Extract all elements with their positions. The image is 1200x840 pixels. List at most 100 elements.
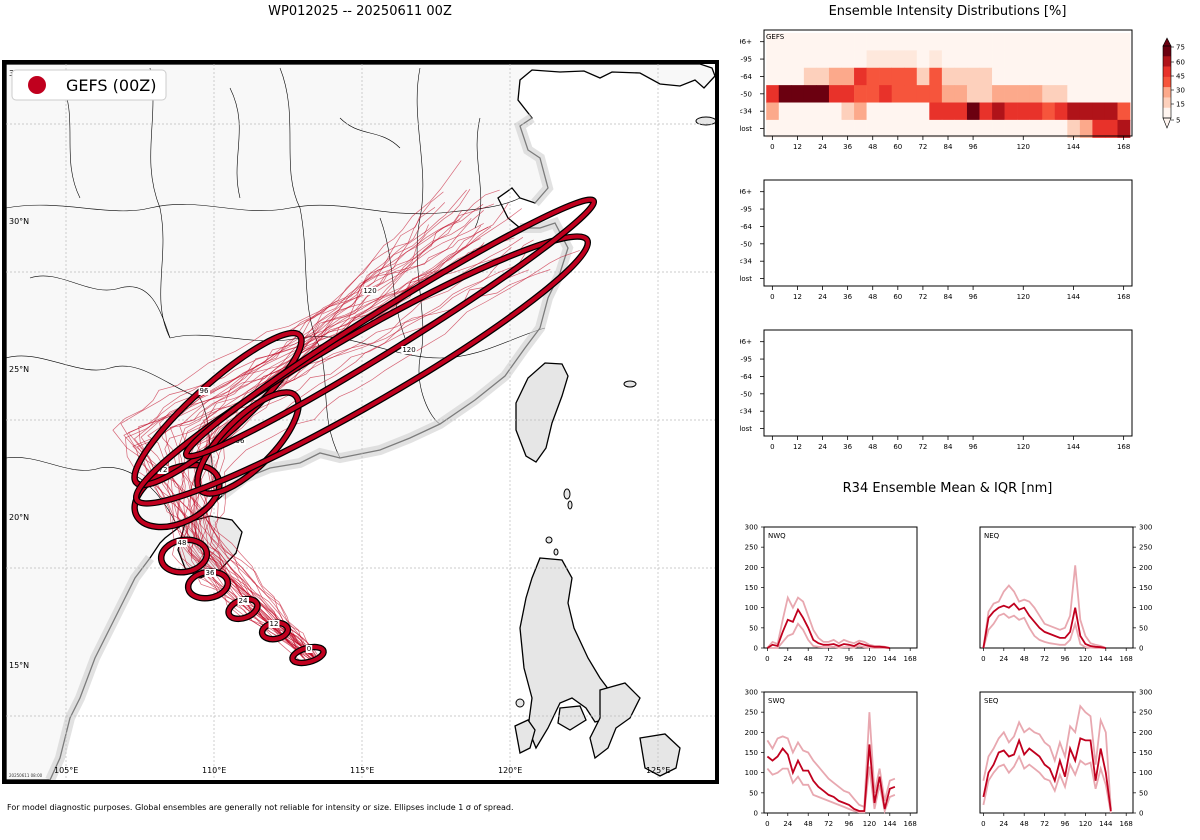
heatmap-cell — [1079, 102, 1093, 121]
heatmap-cell — [1017, 33, 1031, 51]
r34-y-tick: 0 — [754, 645, 758, 653]
r34-x-tick: 48 — [1020, 820, 1029, 828]
heatmap-cell — [966, 50, 980, 69]
r34-x-tick: 168 — [904, 820, 917, 828]
legend-label: GEFS (00Z) — [66, 76, 156, 95]
heatmap-cell — [1117, 33, 1131, 51]
intensity-x-tick: 24 — [818, 443, 827, 451]
intensity-x-tick: 72 — [918, 293, 927, 301]
r34-iqr-line — [767, 622, 890, 649]
r34-y-tick: 100 — [1139, 604, 1152, 612]
heatmap-cell — [1054, 102, 1068, 121]
heatmap-cell — [1092, 85, 1106, 104]
lon-label-110: 110°E — [202, 766, 226, 775]
r34-x-tick: 144 — [883, 820, 897, 828]
intensity-row-label: 96+ — [740, 38, 752, 46]
heatmap-cell — [1017, 67, 1031, 86]
heatmap-cell — [1117, 85, 1131, 104]
heatmap-cell — [1017, 50, 1031, 69]
intensity-row-label: lost — [740, 275, 752, 283]
r34-x-tick: 168 — [1120, 820, 1133, 828]
heatmap-cell — [941, 85, 955, 104]
ellipse-hour-label: 96 — [236, 437, 245, 445]
heatmap-cell — [1004, 50, 1018, 69]
heatmap-cell — [1029, 102, 1043, 121]
intensity-x-tick: 168 — [1117, 443, 1130, 451]
heatmap-cell — [941, 67, 955, 86]
heatmap-cell — [891, 119, 905, 138]
heatmap-cell — [916, 85, 930, 104]
intensity-row-label: 64-95 — [740, 56, 752, 64]
intensity-panel: 96+ 64-95 50-64 34-50 <34 lost 0 12 24 36 48 60 72 84… — [740, 329, 1133, 451]
r34-y-tick: 300 — [745, 524, 758, 532]
heatmap-cell — [1079, 85, 1093, 104]
heatmap-cell — [879, 102, 893, 121]
hainan-island — [177, 515, 243, 579]
heatmap-cell — [791, 50, 805, 69]
r34-iqr-line — [982, 565, 1107, 649]
footer-note: For model diagnostic purposes. Global en… — [7, 803, 514, 812]
ensemble-track — [196, 203, 495, 654]
heatmap-cell — [841, 67, 855, 86]
r34-y-tick: 150 — [745, 584, 758, 592]
spread-ellipse — [134, 234, 590, 506]
heatmap-cell — [992, 85, 1005, 104]
heatmap-cell — [841, 119, 855, 138]
intensity-x-tick: 0 — [770, 443, 774, 451]
intensity-x-tick: 144 — [1067, 293, 1081, 301]
r34-x-tick: 72 — [1040, 655, 1049, 663]
intensity-x-tick: 72 — [918, 443, 927, 451]
r34-x-tick: 24 — [999, 655, 1008, 663]
heatmap-cell — [778, 85, 792, 104]
r34-y-tick: 50 — [1139, 789, 1148, 797]
r34-y-tick: 200 — [745, 729, 758, 737]
intensity-x-tick: 96 — [969, 293, 978, 301]
r34-y-tick: 100 — [1139, 769, 1152, 777]
r34-y-tick: 250 — [745, 544, 758, 552]
intensity-x-tick: 48 — [868, 293, 877, 301]
intensity-x-tick: 36 — [843, 443, 852, 451]
colorbar-tick: 75 — [1176, 44, 1185, 52]
heatmap-cell — [1104, 33, 1118, 51]
r34-x-tick: 168 — [1120, 655, 1133, 663]
heatmap-cell — [1029, 33, 1043, 51]
heatmap-cell — [992, 33, 1005, 51]
heatmap-cell — [941, 33, 955, 51]
heatmap-cell — [954, 67, 968, 86]
heatmap-cell — [866, 50, 880, 69]
heatmap-cell — [766, 119, 780, 138]
heatmap-cell — [904, 85, 918, 104]
intensity-x-tick: 168 — [1117, 143, 1130, 151]
heatmap-cell — [979, 33, 993, 51]
heatmap-cell — [803, 85, 817, 104]
r34-x-tick: 144 — [1099, 820, 1113, 828]
colorbar-band — [1163, 66, 1171, 78]
heatmap-cell — [766, 85, 780, 104]
heatmap-cell — [979, 50, 993, 69]
r34-y-tick: 300 — [1139, 689, 1152, 697]
ellipse-hour-label: 36 — [206, 569, 215, 577]
heatmap-cell — [854, 85, 867, 104]
heatmap-cell — [854, 67, 867, 86]
heatmap-cell — [854, 119, 867, 138]
intensity-row-label: lost — [740, 425, 752, 433]
heatmap-cell — [816, 50, 830, 69]
ellipse-hour-label: 120 — [363, 287, 376, 295]
r34-x-tick: 48 — [1020, 655, 1029, 663]
r34-panel-label: SWQ — [768, 697, 785, 705]
lon-label-125: 125°E — [646, 766, 670, 775]
heatmap-cell — [916, 67, 930, 86]
visayas-islands — [557, 682, 681, 777]
intensity-x-tick: 0 — [770, 293, 774, 301]
heatmap-cell — [1117, 50, 1131, 69]
intensity-x-tick: 60 — [893, 143, 902, 151]
heatmap-cell — [1042, 67, 1056, 86]
taiwan-island — [515, 362, 569, 463]
heatmap-cell — [1054, 67, 1068, 86]
intensity-x-tick: 96 — [969, 143, 978, 151]
r34-x-tick: 120 — [1079, 820, 1092, 828]
ellipse-hour-label: 24 — [239, 597, 248, 605]
luzon-island — [519, 557, 616, 750]
heatmap-cell — [929, 67, 943, 86]
heatmap-cell — [803, 102, 817, 121]
